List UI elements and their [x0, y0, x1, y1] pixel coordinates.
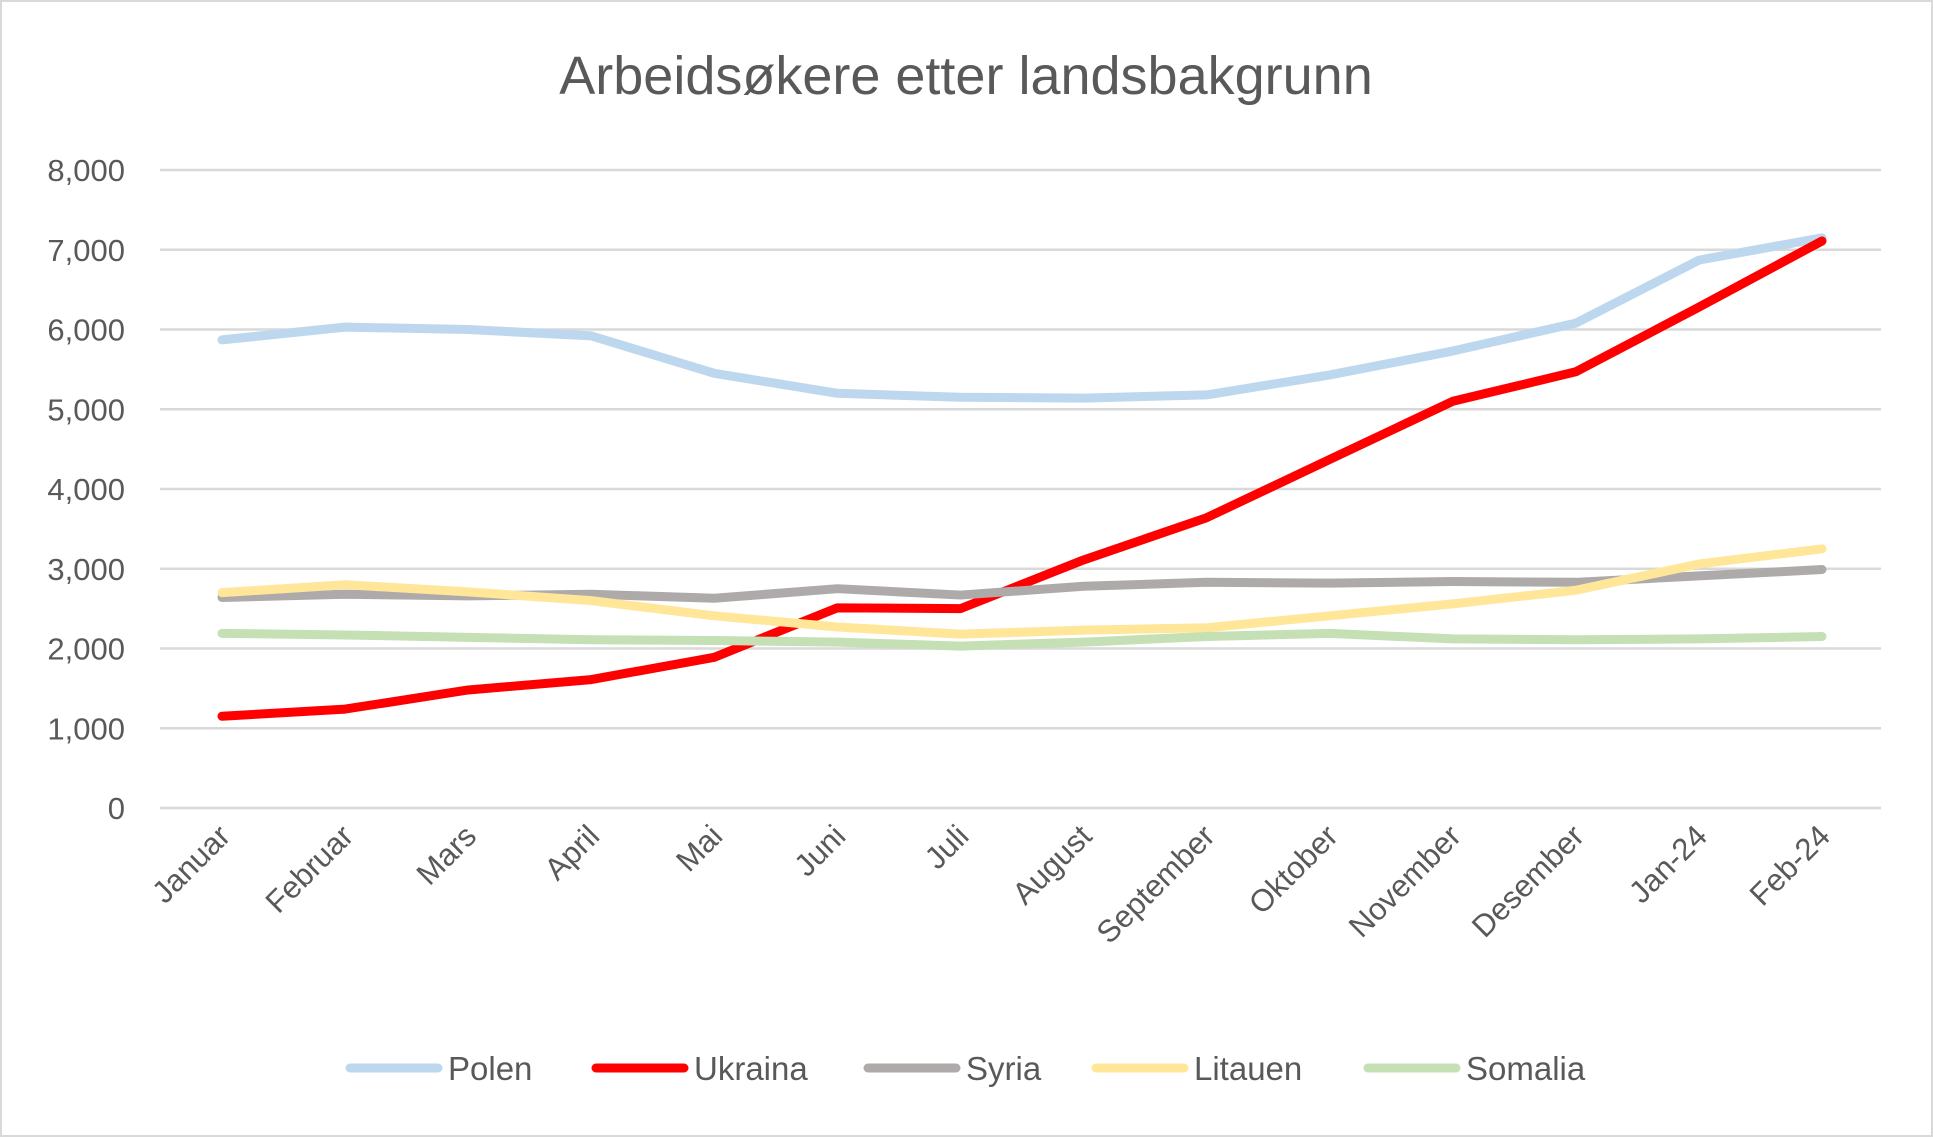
series-lines	[217, 233, 1827, 721]
y-tick-label: 8,000	[47, 153, 125, 188]
legend-label: Polen	[448, 1050, 532, 1087]
y-tick-label: 2,000	[47, 632, 125, 667]
legend-item-litauen: Litauen	[1091, 1050, 1302, 1087]
legend-item-ukraina: Ukraina	[591, 1050, 808, 1087]
y-axis-ticks: 0 1,000 2,000 3,000 4,000 5,000 6,000 7,000 8,00…	[47, 153, 125, 826]
y-tick-label: 1,000	[47, 711, 125, 746]
y-tick-label: 5,000	[47, 392, 125, 427]
legend-item-syria: Syria	[863, 1050, 1042, 1087]
legend: Polen Ukraina Syria Litauen Somalia	[345, 1050, 1586, 1087]
y-tick-label: 4,000	[47, 472, 125, 507]
gridlines	[160, 168, 1881, 810]
y-tick-label: 3,000	[47, 552, 125, 587]
legend-label: Litauen	[1194, 1050, 1302, 1087]
series-line-polen	[217, 233, 1827, 403]
series-line-ukraina	[217, 236, 1827, 721]
series-line-somalia	[217, 628, 1827, 651]
legend-label: Somalia	[1466, 1050, 1586, 1087]
series-line-litauen	[217, 544, 1827, 639]
legend-label: Ukraina	[694, 1050, 808, 1087]
legend-label: Syria	[966, 1050, 1042, 1087]
y-tick-label: 6,000	[47, 313, 125, 348]
legend-item-somalia: Somalia	[1363, 1050, 1586, 1087]
chart-title: Arbeidsøkere etter landsbakgrunn	[559, 46, 1372, 106]
y-tick-label: 0	[108, 791, 125, 826]
legend-item-polen: Polen	[345, 1050, 532, 1087]
y-tick-label: 7,000	[47, 233, 125, 268]
